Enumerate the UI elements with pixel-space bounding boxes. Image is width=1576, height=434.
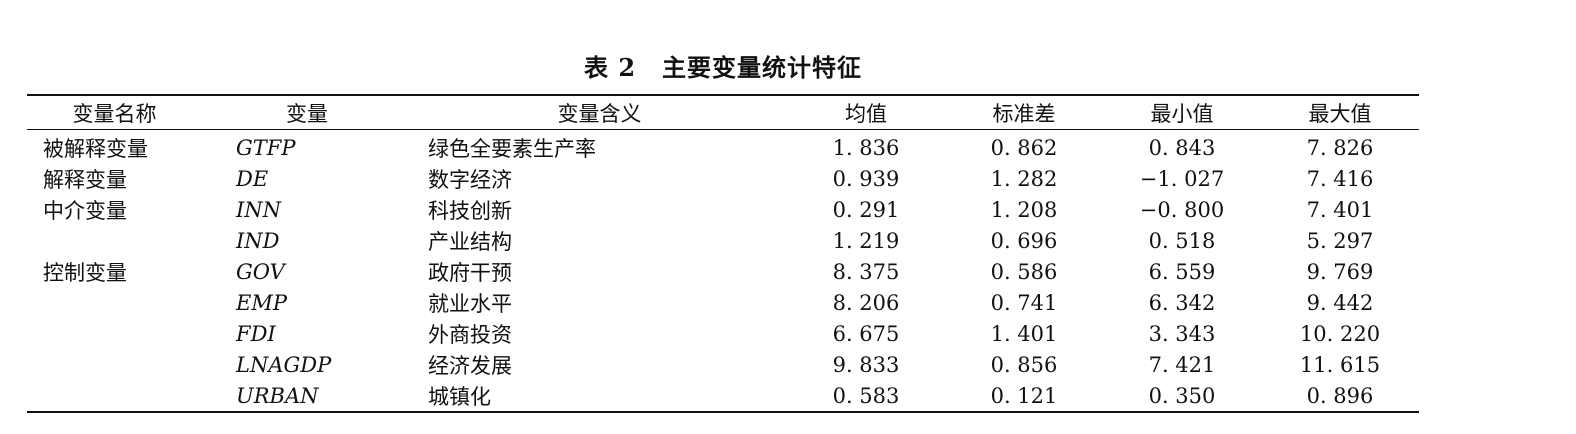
cell-category: 控制变量 [43, 260, 127, 285]
cell-mean: 6. 675 [832, 321, 900, 346]
header-max: 最大值 [1308, 101, 1372, 126]
cell-max: 7. 416 [1306, 166, 1374, 191]
cell-meaning: 科技创新 [428, 198, 512, 223]
cell-sd: 0. 862 [990, 135, 1058, 160]
cell-category [27, 380, 202, 412]
cell-min: 3. 343 [1148, 321, 1216, 346]
cell-meaning: 经济发展 [428, 353, 512, 378]
cell-variable: IND [236, 228, 280, 253]
table-row: 被解释变量 GTFP 绿色全要素生产率 1. 836 0. 862 0. 843 7. 82… [27, 130, 1419, 164]
cell-category [27, 349, 202, 380]
cell-mean: 1. 836 [832, 135, 900, 160]
cell-mean: 9. 833 [832, 352, 900, 377]
cell-category [27, 287, 202, 318]
cell-max: 11. 615 [1299, 352, 1381, 377]
table-row: IND 产业结构 1. 219 0. 696 0. 518 5. 297 [27, 225, 1419, 256]
cell-meaning: 就业水平 [428, 291, 512, 316]
cell-category [27, 225, 202, 256]
cell-mean: 1. 219 [832, 228, 900, 253]
cell-mean: 0. 583 [832, 383, 900, 408]
cell-variable: EMP [236, 290, 287, 315]
cell-meaning: 数字经济 [428, 167, 512, 192]
cell-variable: URBAN [236, 383, 319, 408]
table-row: 控制变量 GOV 政府干预 8. 375 0. 586 6. 559 9. 769 [27, 256, 1419, 287]
table-number: 表 2 [583, 53, 637, 82]
table-row: 中介变量 INN 科技创新 0. 291 1. 208 −0. 800 7. 401 [27, 194, 1419, 225]
cell-variable: GOV [236, 259, 285, 284]
cell-mean: 8. 206 [832, 290, 900, 315]
header-category: 变量名称 [72, 101, 157, 126]
cell-max: 5. 297 [1306, 228, 1374, 253]
cell-sd: 0. 741 [990, 290, 1058, 315]
table-title: 主要变量统计特征 [662, 53, 863, 82]
cell-meaning: 外商投资 [428, 322, 512, 347]
cell-category: 中介变量 [43, 198, 127, 223]
cell-category [27, 318, 202, 349]
table-row: 解释变量 DE 数字经济 0. 939 1. 282 −1. 027 7. 416 [27, 163, 1419, 194]
cell-category: 被解释变量 [43, 136, 148, 161]
header-meaning: 变量含义 [557, 101, 642, 126]
cell-meaning: 政府干预 [428, 260, 512, 285]
header-min: 最小值 [1150, 101, 1214, 126]
cell-meaning: 产业结构 [428, 229, 512, 254]
cell-max: 9. 769 [1306, 259, 1374, 284]
cell-meaning: 城镇化 [428, 384, 491, 409]
cell-min: 0. 518 [1148, 228, 1216, 253]
cell-variable: GTFP [236, 135, 296, 160]
cell-mean: 0. 939 [832, 166, 900, 191]
table-caption: 表 2 主要变量统计特征 [0, 48, 1446, 83]
statistics-table: 变量名称 变量 变量含义 均值 标准差 最小值 最大值 被解释变量 GTFP 绿色全… [27, 94, 1419, 413]
header-variable: 变量 [286, 101, 328, 126]
cell-sd: 0. 586 [990, 259, 1058, 284]
cell-meaning: 绿色全要素生产率 [428, 136, 596, 161]
table-row: LNAGDP 经济发展 9. 833 0. 856 7. 421 11. 615 [27, 349, 1419, 380]
table-row: EMP 就业水平 8. 206 0. 741 6. 342 9. 442 [27, 287, 1419, 318]
header-row: 变量名称 变量 变量含义 均值 标准差 最小值 最大值 [27, 95, 1419, 130]
cell-sd: 0. 121 [990, 383, 1058, 408]
cell-max: 7. 826 [1306, 135, 1374, 160]
table-body: 被解释变量 GTFP 绿色全要素生产率 1. 836 0. 862 0. 843 7. 82… [27, 130, 1419, 412]
cell-min: 6. 559 [1148, 259, 1216, 284]
cell-max: 10. 220 [1299, 321, 1381, 346]
cell-sd: 1. 401 [990, 321, 1058, 346]
cell-min: 0. 350 [1148, 383, 1216, 408]
cell-variable: LNAGDP [236, 352, 332, 377]
cell-min: −1. 027 [1139, 166, 1225, 191]
cell-min: −0. 800 [1139, 197, 1225, 222]
statistics-table-container: 变量名称 变量 变量含义 均值 标准差 最小值 最大值 被解释变量 GTFP 绿色全… [27, 94, 1419, 413]
cell-sd: 1. 282 [990, 166, 1058, 191]
cell-variable: FDI [236, 321, 276, 346]
cell-category: 解释变量 [43, 167, 127, 192]
cell-variable: INN [236, 197, 282, 222]
cell-max: 9. 442 [1306, 290, 1374, 315]
cell-mean: 0. 291 [832, 197, 900, 222]
cell-sd: 0. 696 [990, 228, 1058, 253]
cell-mean: 8. 375 [832, 259, 900, 284]
cell-sd: 0. 856 [990, 352, 1058, 377]
cell-sd: 1. 208 [990, 197, 1058, 222]
cell-max: 7. 401 [1306, 197, 1374, 222]
table-row: FDI 外商投资 6. 675 1. 401 3. 343 10. 220 [27, 318, 1419, 349]
header-sd: 标准差 [992, 101, 1056, 126]
table-row: URBAN 城镇化 0. 583 0. 121 0. 350 0. 896 [27, 380, 1419, 412]
header-mean: 均值 [845, 101, 887, 126]
cell-max: 0. 896 [1306, 383, 1374, 408]
cell-min: 6. 342 [1148, 290, 1216, 315]
cell-variable: DE [236, 166, 269, 191]
cell-min: 7. 421 [1148, 352, 1216, 377]
cell-min: 0. 843 [1148, 135, 1216, 160]
